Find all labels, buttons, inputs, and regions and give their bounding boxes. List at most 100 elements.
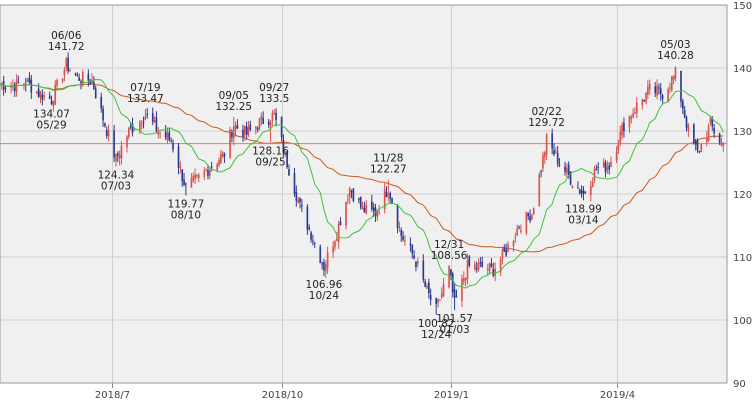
annotations: 06/06141.72134.0705/29124.3407/0307/1913… — [33, 30, 694, 341]
candle-down — [481, 261, 484, 267]
candle-up — [334, 241, 336, 248]
candle-down — [584, 191, 587, 193]
candle-up — [501, 249, 504, 259]
annotation-label-bottom: 133.5 — [259, 93, 289, 105]
candle-down — [28, 77, 31, 83]
candle-down — [67, 57, 69, 72]
ma-short-layer — [0, 78, 724, 289]
y-tick-label: 100 — [733, 316, 752, 327]
candle-up — [216, 164, 219, 171]
candle-down — [582, 189, 585, 194]
candle-down — [385, 192, 388, 198]
candle-up — [10, 86, 12, 88]
candle-up — [271, 113, 274, 121]
candle-up — [656, 85, 658, 96]
candle-up — [347, 199, 349, 201]
candle-up — [525, 211, 528, 234]
candle-up — [645, 92, 647, 103]
annotation-label-top: 09/27 — [259, 82, 289, 94]
annotation-label-top: 12/31 — [434, 239, 464, 251]
candle-down — [490, 263, 493, 267]
candle-down — [93, 82, 95, 90]
candle-up — [589, 186, 592, 195]
candle-down — [339, 221, 342, 225]
candle-up — [63, 69, 66, 76]
candle-down — [231, 132, 233, 138]
candle-up — [543, 152, 546, 158]
candle-up — [26, 79, 29, 82]
candle-up — [255, 126, 257, 129]
candle-down — [540, 170, 542, 172]
candle-up — [179, 166, 182, 168]
candle-up — [461, 278, 463, 301]
candle-down — [80, 81, 82, 83]
candle-down — [718, 133, 721, 143]
candle-down — [286, 151, 288, 168]
candle-down — [113, 130, 115, 158]
candle-down — [359, 196, 362, 208]
candle-down — [518, 227, 520, 229]
candle-up — [196, 174, 198, 177]
x-axis: 2018/7 2018/10 2019/1 2019/4 — [95, 383, 635, 400]
annotation-label-bottom: 122.27 — [370, 164, 407, 176]
candle-up — [466, 259, 469, 280]
candle-down — [505, 249, 507, 256]
ma-long-line — [0, 82, 724, 253]
candle-up — [128, 127, 130, 137]
candle-up — [69, 70, 71, 72]
candle-down — [321, 263, 323, 265]
candle-up — [260, 116, 263, 120]
candle-up — [707, 125, 710, 141]
candle-up — [324, 264, 327, 272]
candle-up — [514, 236, 517, 238]
candle-up — [635, 102, 638, 114]
candle-up — [670, 76, 673, 90]
candle-up — [297, 199, 299, 203]
candle-up — [705, 137, 708, 143]
candle-up — [512, 240, 515, 247]
candle-up — [23, 83, 25, 86]
candle-down — [131, 123, 134, 133]
candle-down — [151, 113, 154, 123]
candle-down — [37, 88, 40, 97]
x-tick-label: 2018/10 — [262, 390, 304, 400]
grid — [0, 5, 727, 383]
candle-down — [308, 227, 311, 230]
annotation-label-bottom: 03/14 — [568, 214, 599, 226]
candle-up — [383, 189, 386, 210]
candle-down — [223, 154, 226, 157]
candle-down — [693, 124, 695, 143]
candle-up — [273, 112, 276, 114]
candle-up — [538, 174, 541, 207]
candle-up — [477, 262, 480, 271]
candle-down — [713, 128, 715, 134]
candle-up — [416, 261, 419, 264]
candle-down — [435, 298, 438, 305]
candle-down — [551, 133, 553, 149]
candle-down — [352, 188, 355, 201]
candle-up — [365, 204, 368, 214]
y-tick-label: 150 — [733, 1, 752, 12]
candle-up — [516, 228, 519, 236]
candle-down — [74, 73, 77, 75]
annotation-label-top: 02/22 — [531, 106, 561, 118]
candle-down — [503, 247, 506, 252]
candle-up — [229, 129, 231, 158]
candle-down — [168, 132, 171, 140]
annotation-label-top: 119.77 — [168, 198, 205, 210]
candle-down — [529, 216, 531, 222]
annotation-label-top: 134.07 — [33, 108, 70, 120]
annotation-label-top: 118.99 — [565, 203, 602, 215]
candle-up — [641, 99, 644, 106]
candle-up — [442, 284, 445, 297]
candle-up — [545, 134, 548, 155]
candle-up — [507, 244, 509, 253]
candle-up — [634, 112, 636, 114]
candle-down — [564, 166, 566, 172]
annotation-label-bottom: 07/03 — [101, 181, 131, 193]
candle-down — [468, 256, 471, 266]
candle-up — [39, 91, 42, 98]
y-axis: 90 100 110 120 130 140 150 — [733, 1, 752, 390]
candle-up — [440, 293, 443, 298]
candle-down — [76, 74, 79, 76]
